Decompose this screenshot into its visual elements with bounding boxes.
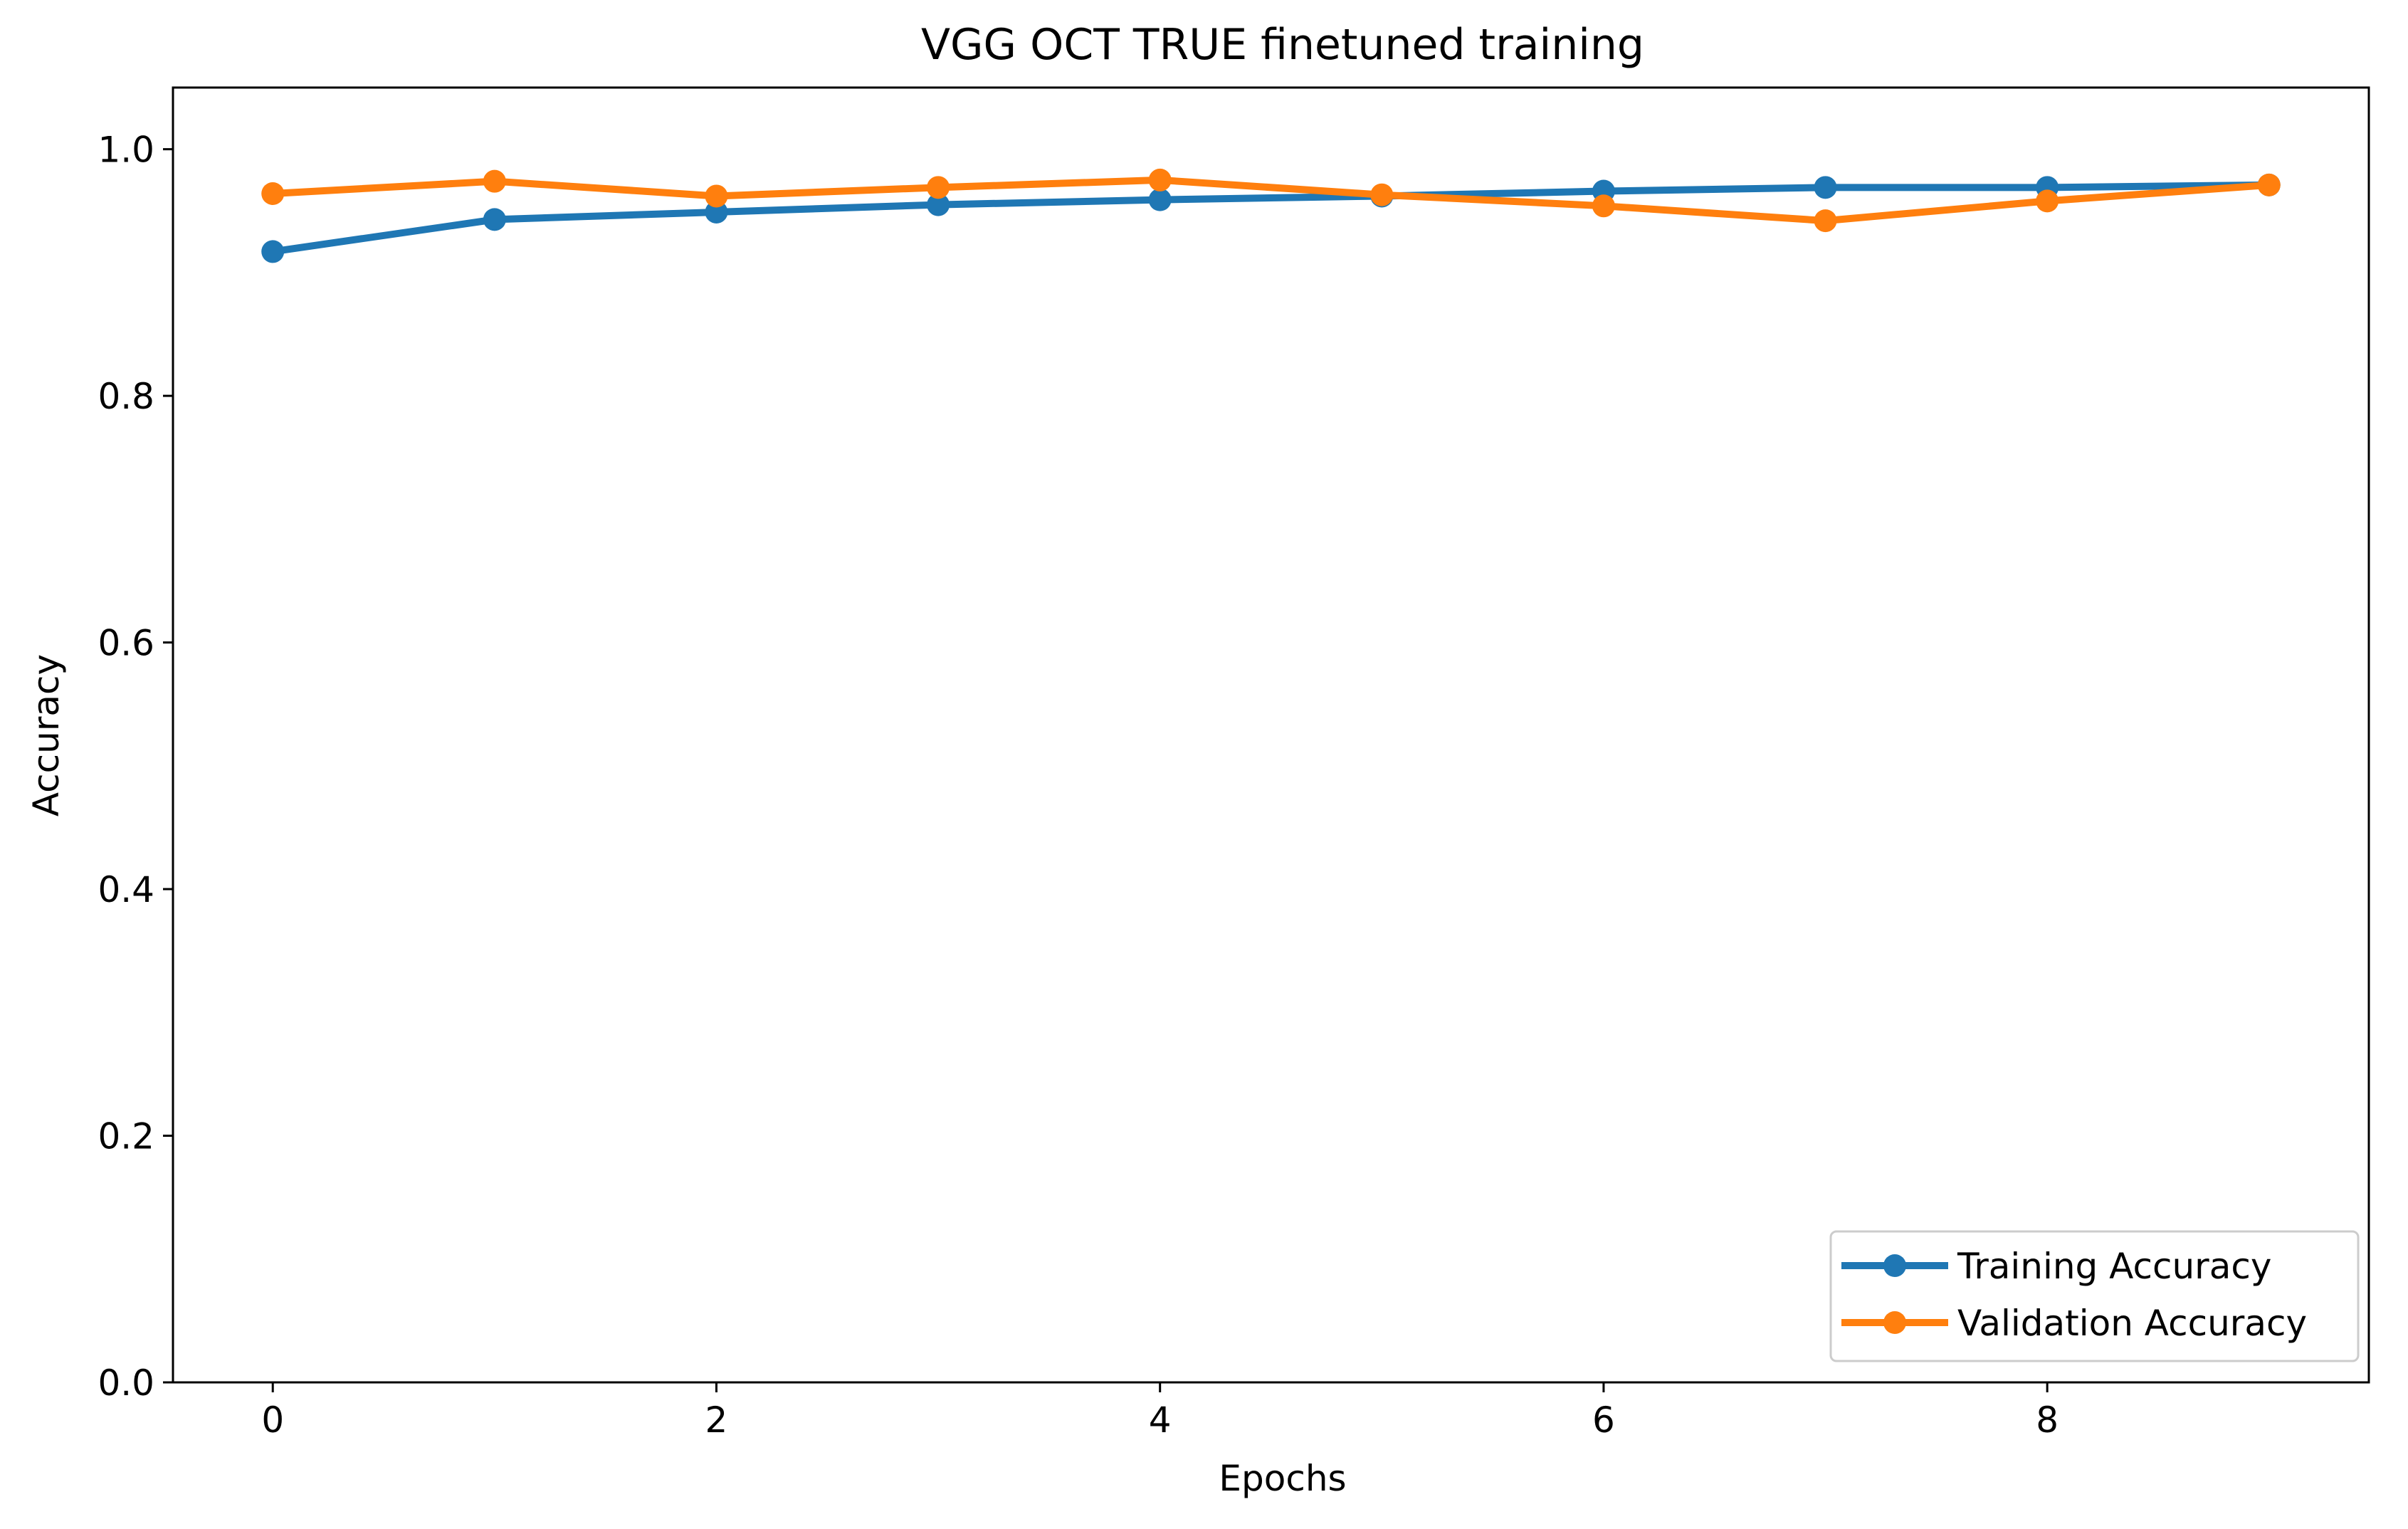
legend: Training Accuracy Validation Accuracy — [1829, 1230, 2360, 1362]
y-tick-label: 1.0 — [98, 130, 154, 171]
chart-title: VGG OCT TRUE finetuned training — [921, 20, 1644, 70]
series-layer — [261, 168, 2281, 263]
series-line — [269, 181, 2273, 256]
legend-label-validation: Validation Accuracy — [1957, 1303, 2307, 1344]
data-point — [2257, 173, 2281, 196]
plot-area-frame — [172, 86, 2370, 1384]
y-tick-label: 0.4 — [98, 869, 154, 910]
y-tick-label: 0.8 — [98, 376, 154, 417]
legend-marker-training — [1883, 1254, 1906, 1277]
x-tick-label: 4 — [1149, 1399, 1172, 1441]
legend-box — [1829, 1230, 2360, 1362]
x-tick-label: 6 — [1592, 1399, 1615, 1441]
x-axis-ticks: 0 2 4 6 8 — [261, 1382, 2059, 1441]
x-tick-label: 8 — [2036, 1399, 2059, 1441]
data-point — [1148, 168, 1172, 191]
data-point — [261, 182, 285, 205]
data-point — [1592, 194, 1615, 218]
legend-marker-validation — [1883, 1311, 1906, 1334]
data-point — [705, 200, 728, 224]
data-point — [705, 184, 728, 208]
data-point — [261, 240, 285, 263]
data-point — [2036, 189, 2059, 213]
data-point — [1370, 183, 1394, 206]
x-tick-label: 2 — [705, 1399, 728, 1441]
data-point — [927, 176, 950, 199]
y-tick-label: 0.0 — [98, 1362, 154, 1404]
data-point — [483, 169, 506, 193]
data-point — [483, 208, 506, 231]
legend-label-training: Training Accuracy — [1957, 1246, 2271, 1287]
y-axis-ticks: 0.0 0.2 0.4 0.6 0.8 1.0 — [98, 130, 173, 1404]
data-point — [927, 193, 950, 216]
data-point — [1148, 188, 1172, 211]
y-tick-label: 0.2 — [98, 1116, 154, 1157]
y-axis-label: Accuracy — [26, 654, 67, 816]
data-point — [1814, 176, 1837, 199]
x-axis-label: Epochs — [1219, 1458, 1346, 1499]
data-point — [1814, 209, 1837, 233]
x-tick-label: 0 — [261, 1399, 284, 1441]
series-validation — [261, 168, 2281, 233]
series-line — [269, 176, 2273, 225]
y-tick-label: 0.6 — [98, 623, 154, 664]
